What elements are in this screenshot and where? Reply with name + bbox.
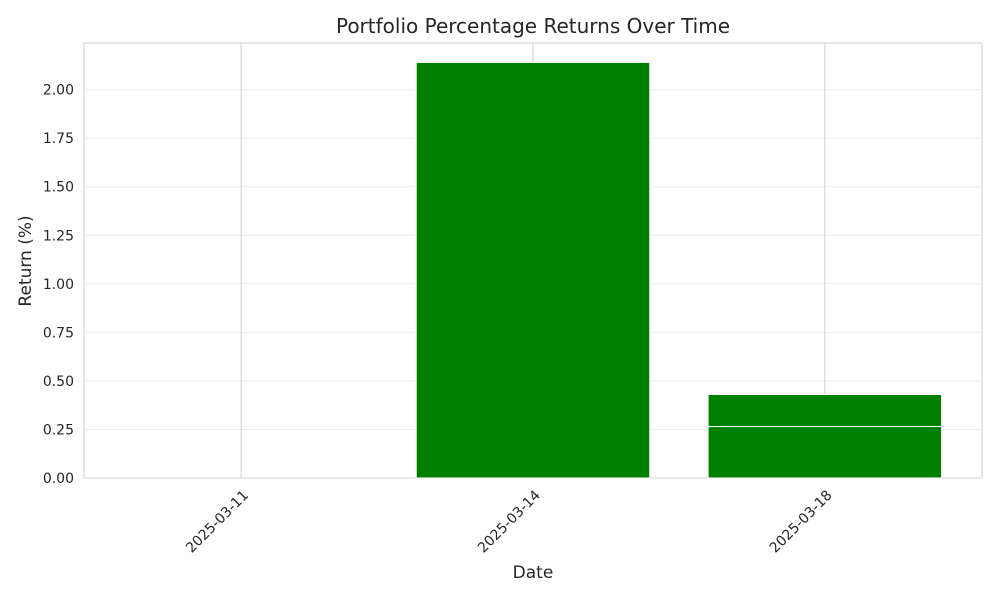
y-tick-label: 1.25	[43, 228, 74, 244]
x-tick-label: 2025-03-18	[767, 488, 836, 557]
y-tick-label: 1.75	[43, 131, 74, 147]
y-tick-label: 0.00	[43, 471, 74, 487]
bar-segment	[707, 426, 943, 479]
y-tick-label: 1.00	[43, 277, 74, 293]
plot-area: 0.00 0.25 0.50 0.75 1.00 1.25 1.50 1.75 2.00 2025…	[43, 42, 983, 557]
y-tick-label: 0.25	[43, 422, 74, 438]
bar	[415, 61, 651, 479]
y-axis-label: Return (%)	[16, 215, 36, 306]
y-tick-label: 0.50	[43, 374, 74, 390]
x-axis-label: Date	[513, 563, 554, 583]
chart-title: Portfolio Percentage Returns Over Time	[336, 14, 730, 38]
x-tick-label: 2025-03-14	[475, 487, 544, 556]
bar-segment	[707, 393, 943, 428]
y-tick-label: 0.75	[43, 325, 74, 341]
x-tick-label: 2025-03-11	[183, 488, 252, 557]
y-tick-label: 2.00	[43, 83, 74, 99]
y-tick-label: 1.50	[43, 180, 74, 196]
